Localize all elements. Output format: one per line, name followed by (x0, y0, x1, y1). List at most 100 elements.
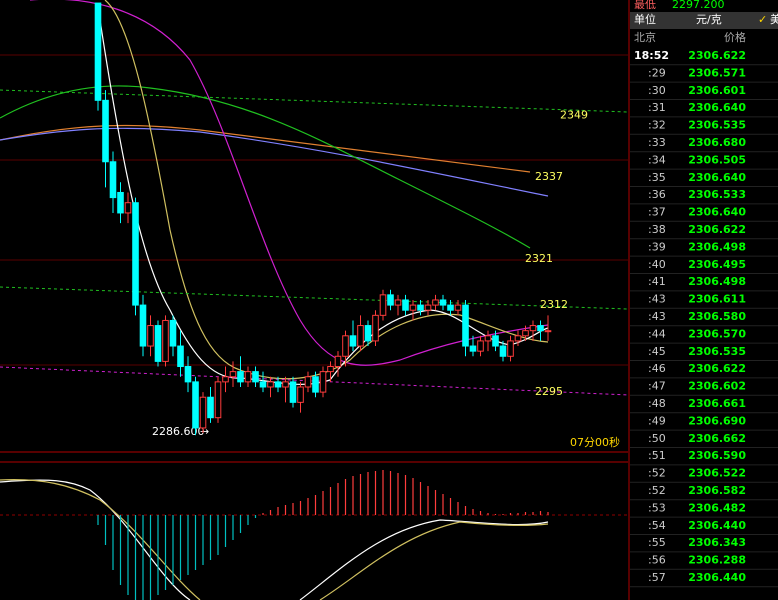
row-price: 2306.343 (688, 536, 746, 549)
candle-body (492, 335, 499, 347)
row-price: 2306.498 (688, 275, 746, 288)
candle-body (394, 299, 402, 306)
price-header: 价格 (724, 30, 746, 44)
candle-body (499, 345, 507, 357)
candle-body (162, 319, 169, 362)
candle-body (529, 325, 537, 332)
candle-body (214, 381, 222, 419)
row-price: 2306.570 (688, 327, 746, 340)
candle-body (522, 330, 529, 337)
row-price: 2306.622 (688, 362, 746, 375)
panel-header (630, 0, 778, 13)
candle-body (237, 371, 244, 383)
candle-body (282, 381, 289, 388)
row-price: 2306.440 (688, 519, 746, 532)
row-price: 2306.640 (688, 206, 746, 219)
candle-body (402, 299, 409, 311)
row-price: 2306.505 (688, 153, 746, 166)
candle-body (192, 381, 199, 429)
candle-body (124, 202, 132, 214)
candle-body (379, 294, 387, 316)
row-time: :29 (648, 66, 666, 79)
candle-body (342, 335, 349, 357)
row-price: 2306.622 (688, 223, 746, 236)
ma-line (0, 85, 531, 249)
row-time: :31 (648, 101, 666, 114)
candle-body (184, 366, 192, 383)
low-price-label: 2286.600 (152, 425, 205, 438)
level-label: 2321 (525, 252, 553, 265)
row-time: :41 (648, 275, 666, 288)
row-price: 2306.601 (688, 84, 746, 97)
row-time: :55 (648, 536, 666, 549)
candle-body (462, 304, 469, 347)
candle-body (409, 304, 417, 311)
row-time: :54 (648, 519, 666, 532)
ma-line (104, 0, 549, 380)
candle-body (514, 335, 522, 342)
candle-body (267, 381, 274, 388)
candle-body (447, 304, 454, 311)
row-time: :36 (648, 188, 666, 201)
row-time: :51 (648, 449, 666, 462)
row-time: :39 (648, 240, 666, 253)
trend-line (0, 286, 629, 310)
low-label: 最低 (634, 0, 656, 11)
row-time: :38 (648, 223, 666, 236)
row-time: :52 (648, 467, 666, 480)
candle-body (222, 376, 229, 383)
candle-body (94, 2, 102, 101)
row-price: 2306.680 (688, 136, 746, 149)
candle-body (432, 299, 439, 306)
candle-body (439, 299, 447, 306)
candle-body (484, 335, 492, 342)
row-time: :52 (648, 484, 666, 497)
candle-body (252, 371, 259, 383)
candle-body (297, 386, 304, 403)
row-price: 2306.662 (688, 432, 746, 445)
level-label: 2295 (535, 385, 563, 398)
ma-line (0, 124, 531, 173)
row-time: :50 (648, 432, 666, 445)
level-label: 2337 (535, 170, 563, 183)
row-time: :37 (648, 206, 666, 219)
place: 北京 (634, 30, 656, 44)
candle-body (102, 99, 109, 163)
unit: 元/克 (696, 13, 722, 26)
candle-body (199, 396, 207, 429)
candle-body (372, 314, 379, 342)
row-time: :47 (648, 380, 666, 393)
candle-body (169, 319, 177, 347)
row-time: :43 (648, 293, 666, 306)
candle-body (207, 396, 214, 419)
row-time: :49 (648, 414, 666, 427)
candle-body (364, 325, 372, 342)
candle-body (132, 202, 139, 306)
row-time: :35 (648, 171, 666, 184)
row-time: :30 (648, 84, 666, 97)
row-time: :32 (648, 119, 666, 132)
candle-body (327, 366, 334, 373)
row-price: 2306.522 (688, 467, 746, 480)
row-price: 2306.661 (688, 397, 746, 410)
candle-body (274, 381, 282, 388)
dif-line (299, 519, 549, 600)
grid (0, 0, 630, 600)
row-time: :48 (648, 397, 666, 410)
candle-body (304, 376, 312, 388)
row-price: 2306.571 (688, 66, 746, 79)
candle-body (424, 304, 432, 311)
row-time: :44 (648, 327, 666, 340)
level-label: 2349 (560, 109, 588, 122)
row-price: 2306.495 (688, 258, 746, 271)
row-time: :53 (648, 501, 666, 514)
dea-line (319, 521, 549, 600)
level-label: 2312 (540, 298, 568, 311)
row-price: 2306.602 (688, 380, 746, 393)
candle-body (259, 381, 267, 388)
row-price: 2306.533 (688, 188, 746, 201)
candle-body (109, 161, 117, 199)
timer: 07分00秒 (570, 435, 620, 449)
